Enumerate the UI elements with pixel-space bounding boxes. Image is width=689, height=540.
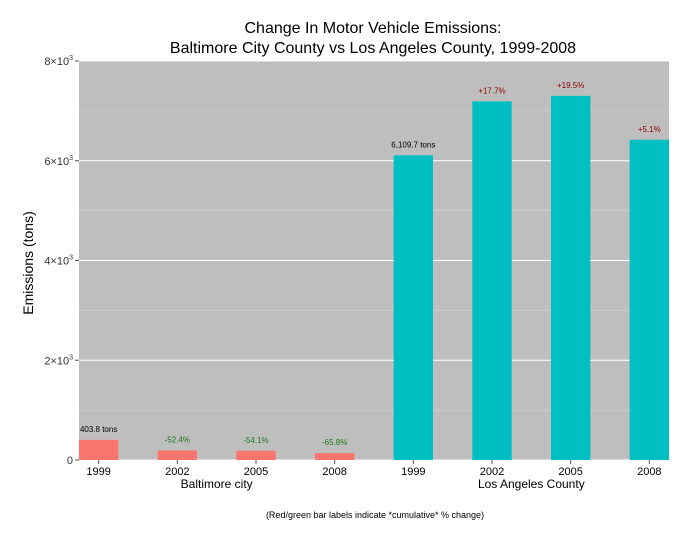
bar-1999 (393, 155, 433, 460)
bar-value-label: +17.7% (478, 86, 505, 95)
chart-title-line-1: Change In Motor Vehicle Emissions: (244, 20, 501, 37)
x-tick-label: 2005 (244, 466, 268, 478)
x-tick-label: 2002 (165, 466, 189, 478)
bar-2002 (157, 450, 197, 460)
x-tick-label: 2008 (637, 466, 661, 478)
x-axis: 1999 2002 2005 2008 Baltimore city 1999 2002 20… (86, 460, 662, 491)
y-tick-label: 6×103 (44, 155, 73, 168)
bar-2002 (472, 101, 512, 461)
bar-value-label: +19.5% (557, 81, 584, 90)
bar-value-label: 6,109.7 tons (391, 140, 435, 149)
y-axis-title: Emissions (tons) (20, 211, 36, 314)
x-tick-label: 1999 (86, 466, 110, 478)
y-axis: 0 2×103 4×103 6×103 8×103 (44, 55, 79, 467)
bar-value-label: -65.8% (322, 438, 347, 447)
bar-value-label: 403.8 tons (80, 425, 117, 434)
x-tick-label: 2005 (558, 466, 582, 478)
x-tick-label: 1999 (401, 466, 425, 478)
bar-value-label: +5.1% (638, 125, 661, 134)
bars (79, 95, 669, 461)
chart-title-line-2: Baltimore City County vs Los Angeles Cou… (170, 40, 576, 57)
bar-2005 (551, 95, 591, 460)
x-tick-label: 2008 (322, 466, 346, 478)
bar-2008 (629, 139, 669, 460)
bar-2005 (236, 450, 276, 460)
bar-value-label: -54.1% (243, 436, 268, 445)
bar-1999 (79, 439, 119, 460)
y-tick-label: 0 (67, 455, 73, 467)
y-tick-label: 8×103 (44, 55, 73, 68)
group-label: Los Angeles County (478, 477, 585, 491)
bar-value-labels: 403.8 tons -52.4% -54.1% -65.8% 6,109.7 tons… (80, 81, 661, 447)
group-label: Baltimore city (181, 477, 253, 491)
bar-2008 (315, 453, 355, 460)
y-tick-label: 2×103 (44, 354, 73, 367)
y-tick-label: 4×103 (44, 255, 73, 268)
chart-caption: (Red/green bar labels indicate *cumulati… (266, 510, 484, 520)
x-tick-label: 2002 (480, 466, 504, 478)
bar-value-label: -52.4% (165, 435, 190, 444)
